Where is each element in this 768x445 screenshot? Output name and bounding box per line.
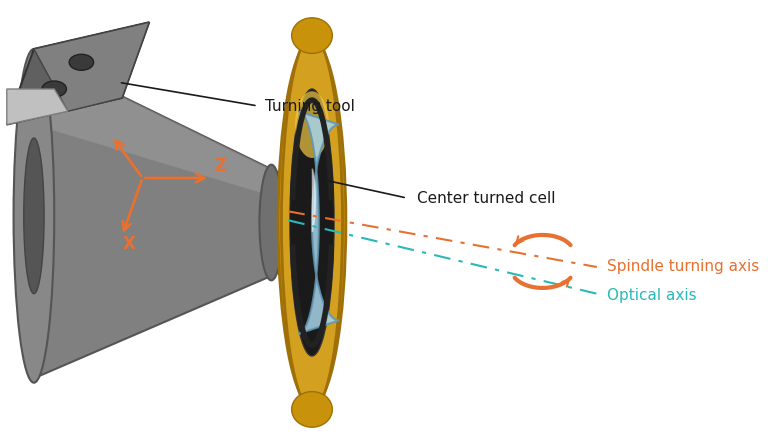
Ellipse shape [295, 91, 329, 158]
Text: Optical axis: Optical axis [607, 288, 697, 303]
Ellipse shape [292, 18, 333, 53]
Circle shape [69, 54, 94, 70]
Ellipse shape [290, 89, 334, 356]
Ellipse shape [282, 36, 343, 409]
Text: Spindle turning axis: Spindle turning axis [607, 259, 760, 275]
PathPatch shape [299, 111, 339, 334]
PathPatch shape [7, 89, 68, 125]
PathPatch shape [7, 22, 149, 125]
Ellipse shape [14, 49, 55, 383]
PathPatch shape [34, 53, 271, 378]
Circle shape [42, 81, 67, 97]
Text: Turning tool: Turning tool [264, 99, 354, 114]
Text: Z: Z [214, 158, 227, 175]
Ellipse shape [24, 138, 44, 294]
Ellipse shape [260, 165, 283, 280]
Polygon shape [313, 169, 316, 232]
Text: Center turned cell: Center turned cell [417, 191, 555, 206]
PathPatch shape [34, 22, 149, 111]
Ellipse shape [278, 40, 346, 405]
Text: X: X [122, 235, 135, 253]
Ellipse shape [292, 392, 333, 427]
PathPatch shape [34, 53, 271, 196]
